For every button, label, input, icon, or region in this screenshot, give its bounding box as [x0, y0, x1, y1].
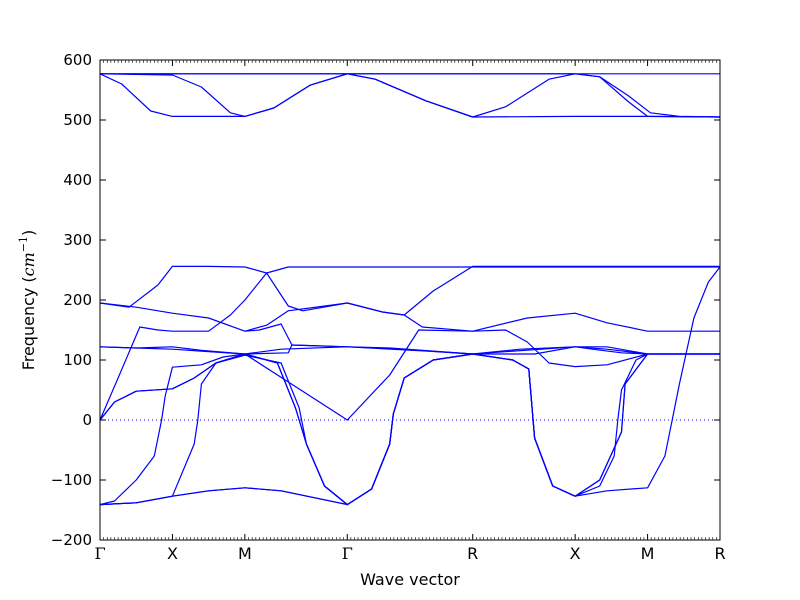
tick-layer: −200 −100 0 100 200 300 400 500 600 Γ X M Γ R X M R	[51, 51, 726, 563]
band-line-6	[99, 265, 245, 308]
data-layer	[99, 73, 721, 506]
y-tick-label: 300	[63, 231, 92, 249]
band-line-4	[100, 73, 721, 118]
y-tick-label: 600	[63, 51, 92, 69]
band-line-11	[99, 344, 720, 355]
kpoint-label: X	[167, 544, 178, 563]
y-axis-label-close: )	[19, 230, 38, 236]
kpoint-label: X	[570, 544, 581, 563]
plot-frame	[99, 59, 721, 541]
y-tick-label: 200	[63, 291, 92, 309]
y-tick-label: −100	[51, 471, 92, 489]
y-axis-label-unit: cm	[19, 252, 38, 276]
y-tick-label: 0	[82, 411, 92, 429]
y-axis-label: Frequency (cm−1)	[17, 230, 38, 371]
y-tick-label: −200	[51, 531, 92, 549]
y-axis-label-exponent: −1	[17, 236, 30, 252]
x-axis-label: Wave vector	[360, 570, 460, 589]
band-line-8	[99, 302, 720, 332]
y-axis-label-text: Frequency	[19, 288, 38, 371]
kpoint-label: R	[714, 544, 725, 563]
y-axis-label-open: (	[19, 276, 38, 282]
y-tick-label: 100	[63, 351, 92, 369]
kpoint-label: M	[238, 544, 252, 563]
kpoint-label: Γ	[94, 544, 105, 563]
kpoint-label: Γ	[342, 544, 353, 563]
plot-background	[100, 60, 720, 540]
band-line-3	[99, 73, 721, 118]
y-tick-label: 400	[63, 171, 92, 189]
kpoint-label: M	[641, 544, 655, 563]
y-tick-label: 500	[63, 111, 92, 129]
kpoint-label: R	[467, 544, 478, 563]
band-line-17	[99, 487, 348, 506]
